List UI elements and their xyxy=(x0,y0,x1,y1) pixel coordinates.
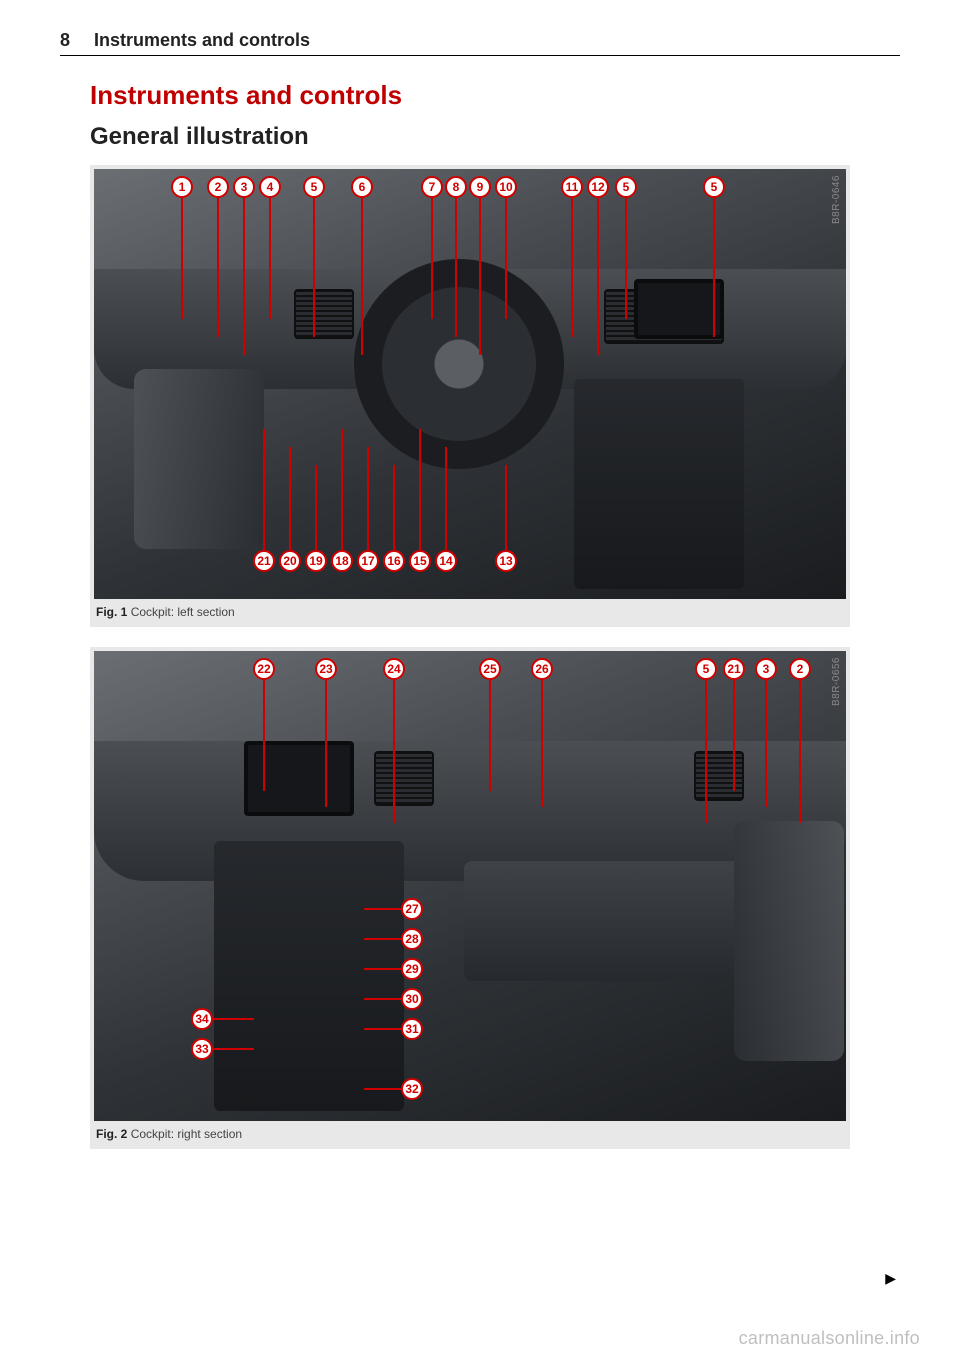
callout-29: 29 xyxy=(401,958,423,980)
figure-1-caption-label: Fig. 1 xyxy=(96,605,127,619)
callout-leader xyxy=(269,198,271,319)
callout-8: 8 xyxy=(445,176,467,198)
callout-leader xyxy=(431,198,433,319)
callout-leader xyxy=(765,680,767,807)
callout-30: 30 xyxy=(401,988,423,1010)
callout-leader xyxy=(597,198,599,355)
figure-1: B8R-0646 1234567891011125521201918171615… xyxy=(90,165,850,627)
callout-leader xyxy=(341,429,343,550)
callout-leader xyxy=(625,198,627,319)
callout-leader xyxy=(263,680,265,791)
figure-2-caption-text: Cockpit: right section xyxy=(131,1127,242,1141)
callout-28: 28 xyxy=(401,928,423,950)
callout-5: 5 xyxy=(703,176,725,198)
callout-leader xyxy=(213,1018,254,1020)
figure-2-caption: Fig. 2 Cockpit: right section xyxy=(94,1121,846,1143)
callout-33: 33 xyxy=(191,1038,213,1060)
callout-17: 17 xyxy=(357,550,379,572)
section-title: Instruments and controls xyxy=(90,80,900,111)
callout-18: 18 xyxy=(331,550,353,572)
callout-20: 20 xyxy=(279,550,301,572)
callout-11: 11 xyxy=(561,176,583,198)
callout-10: 10 xyxy=(495,176,517,198)
callout-leader xyxy=(364,938,401,940)
callout-9: 9 xyxy=(469,176,491,198)
callout-leader xyxy=(364,998,401,1000)
callout-13: 13 xyxy=(495,550,517,572)
figure-2-code: B8R-0656 xyxy=(831,657,842,706)
callout-leader xyxy=(489,680,491,791)
callout-15: 15 xyxy=(409,550,431,572)
callout-4: 4 xyxy=(259,176,281,198)
callout-leader xyxy=(364,968,401,970)
callout-leader xyxy=(243,198,245,355)
figure-1-code: B8R-0646 xyxy=(831,175,842,224)
callout-leader xyxy=(455,198,457,337)
continue-icon: ▶ xyxy=(885,1270,896,1287)
callout-3: 3 xyxy=(755,658,777,680)
callout-31: 31 xyxy=(401,1018,423,1040)
callout-25: 25 xyxy=(479,658,501,680)
callout-7: 7 xyxy=(421,176,443,198)
callout-12: 12 xyxy=(587,176,609,198)
callout-leader xyxy=(217,198,219,337)
figure-1-caption: Fig. 1 Cockpit: left section xyxy=(94,599,846,621)
subsection-title: General illustration xyxy=(90,123,900,151)
callout-leader xyxy=(315,465,317,550)
callout-leader xyxy=(325,680,327,807)
callout-26: 26 xyxy=(531,658,553,680)
callout-14: 14 xyxy=(435,550,457,572)
callout-3: 3 xyxy=(233,176,255,198)
callout-leader xyxy=(505,198,507,319)
callout-23: 23 xyxy=(315,658,337,680)
callout-27: 27 xyxy=(401,898,423,920)
callout-16: 16 xyxy=(383,550,405,572)
callout-24: 24 xyxy=(383,658,405,680)
callout-leader xyxy=(479,198,481,355)
callout-leader xyxy=(571,198,573,337)
callout-leader xyxy=(541,680,543,807)
figure-1-caption-text: Cockpit: left section xyxy=(131,605,235,619)
callout-leader xyxy=(181,198,183,319)
figure-2-caption-label: Fig. 2 xyxy=(96,1127,127,1141)
callout-leader xyxy=(364,1028,401,1030)
callout-19: 19 xyxy=(305,550,327,572)
page-header: 8 Instruments and controls xyxy=(60,30,900,56)
callout-leader xyxy=(393,465,395,550)
callout-leader xyxy=(364,908,401,910)
callout-6: 6 xyxy=(351,176,373,198)
callout-leader xyxy=(367,447,369,550)
figure-2: B8R-0656 22 23 24 25 26 5 21 32 27 28 29 30 31 32 34 33… xyxy=(90,647,850,1149)
callout-32: 32 xyxy=(401,1078,423,1100)
callout-34: 34 xyxy=(191,1008,213,1030)
callout-leader xyxy=(705,680,707,823)
callout-5: 5 xyxy=(303,176,325,198)
callout-21: 21 xyxy=(723,658,745,680)
callout-leader xyxy=(713,198,715,337)
callout-leader xyxy=(213,1048,254,1050)
callout-leader xyxy=(393,680,395,823)
callout-1: 1 xyxy=(171,176,193,198)
callout-leader xyxy=(419,429,421,550)
callout-22: 22 xyxy=(253,658,275,680)
callout-leader xyxy=(505,465,507,550)
callout-leader xyxy=(289,447,291,550)
callout-5: 5 xyxy=(615,176,637,198)
callout-leader xyxy=(733,680,735,791)
watermark: carmanualsonline.info xyxy=(739,1328,920,1349)
callout-2: 2 xyxy=(207,176,229,198)
callout-5: 5 xyxy=(695,658,717,680)
page-number: 8 xyxy=(60,30,70,51)
callout-2: 2 xyxy=(789,658,811,680)
callout-21: 21 xyxy=(253,550,275,572)
figure-1-image: B8R-0646 1234567891011125521201918171615… xyxy=(94,169,846,599)
figure-2-image: B8R-0656 22 23 24 25 26 5 21 32 27 28 29 30 31 32 34 33 xyxy=(94,651,846,1121)
callout-leader xyxy=(263,429,265,550)
header-title: Instruments and controls xyxy=(94,30,310,51)
callout-leader xyxy=(313,198,315,337)
callout-leader xyxy=(364,1088,401,1090)
callout-leader xyxy=(361,198,363,355)
callout-leader xyxy=(445,447,447,550)
callout-leader xyxy=(799,680,801,823)
